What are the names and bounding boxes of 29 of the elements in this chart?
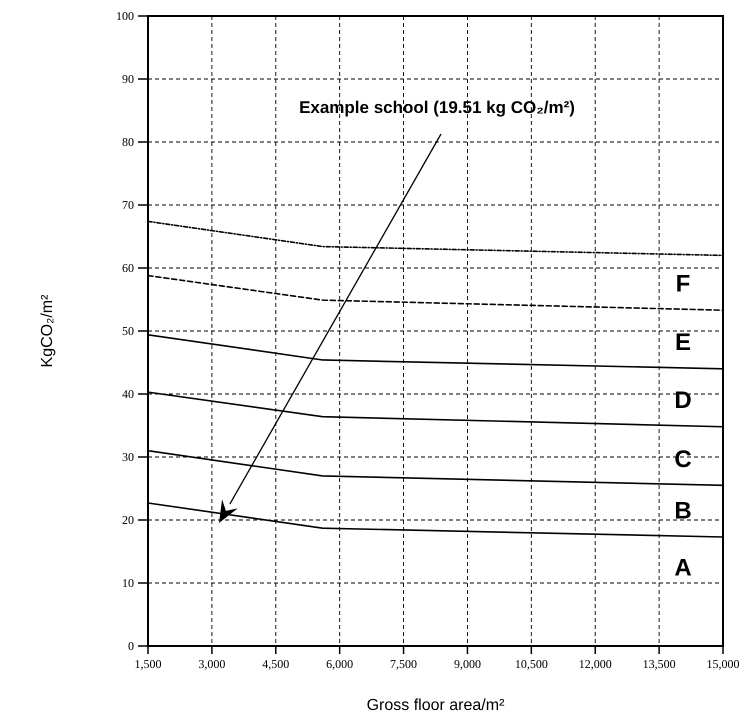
x-tick-label: 1,500 bbox=[134, 657, 162, 671]
y-axis-title: KgCO₂/m² bbox=[39, 294, 56, 368]
annotation: B bbox=[674, 497, 692, 524]
annotation: F bbox=[676, 270, 690, 298]
y-tick-label: 100 bbox=[116, 9, 134, 24]
x-tick-label: 9,000 bbox=[454, 657, 481, 671]
x-tick-label: 15,000 bbox=[706, 657, 740, 671]
annotation: E bbox=[674, 329, 692, 356]
y-tick-label: 60 bbox=[122, 261, 134, 276]
y-tick-label: 20 bbox=[122, 513, 134, 528]
y-tick-label: 80 bbox=[122, 135, 134, 150]
annotation: Example school (19.51 kg CO₂/m²) bbox=[299, 98, 575, 117]
x-tick-label: 3,000 bbox=[198, 657, 226, 671]
y-tick-label: 0 bbox=[128, 639, 134, 654]
y-tick-label: 50 bbox=[122, 324, 134, 338]
y-tick-label: 40 bbox=[122, 387, 134, 402]
x-axis-title: Gross floor area/m² bbox=[366, 697, 506, 714]
x-tick-label: 4,500 bbox=[262, 657, 290, 671]
annotation: A bbox=[674, 554, 692, 582]
y-tick-label: 70 bbox=[122, 198, 134, 212]
annotation: D bbox=[674, 387, 692, 414]
y-tick-label: 90 bbox=[122, 72, 134, 86]
y-tick-label: 30 bbox=[122, 450, 134, 464]
x-tick-label: 7,500 bbox=[390, 657, 418, 671]
x-tick-label: 10,500 bbox=[514, 657, 548, 671]
x-tick-label: 6,000 bbox=[326, 657, 354, 671]
y-tick-label: 10 bbox=[122, 576, 134, 590]
x-tick-label: 13,500 bbox=[642, 657, 676, 671]
x-tick-label: 12,000 bbox=[578, 657, 612, 671]
